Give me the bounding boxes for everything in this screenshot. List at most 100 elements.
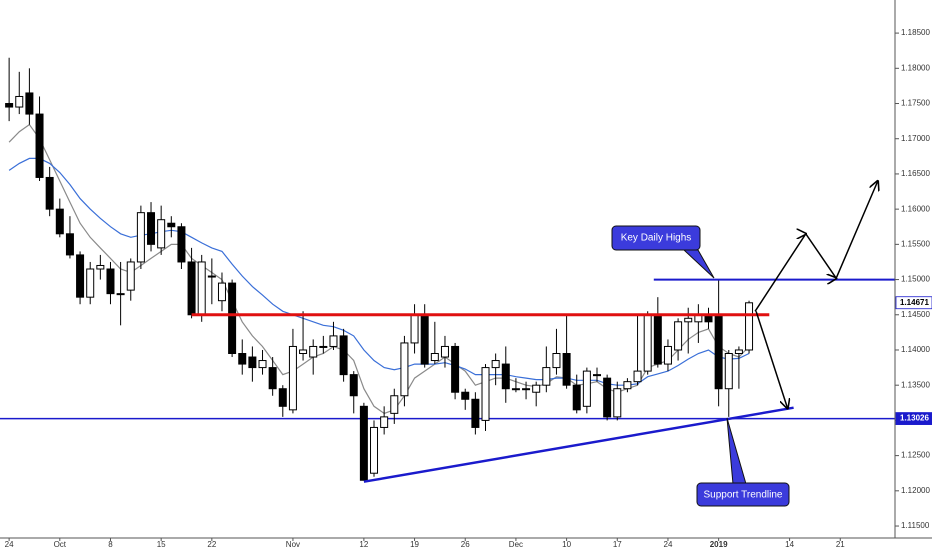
- candle-body: [15, 95, 24, 108]
- candle-body: [572, 384, 581, 411]
- y-tick-label: 1.16000: [901, 204, 930, 213]
- y-tick-label: 1.15500: [901, 239, 930, 248]
- candle-body: [542, 367, 551, 386]
- candle-body: [288, 345, 297, 411]
- candle-body: [177, 226, 186, 263]
- candle-body: [299, 349, 308, 355]
- y-tick-label: 1.15000: [901, 275, 930, 284]
- candle-body: [238, 353, 247, 365]
- y-tick-label: 1.16500: [901, 169, 930, 178]
- candle-body: [663, 345, 672, 365]
- x-tick-label: 17: [613, 540, 622, 549]
- candle-body: [623, 381, 632, 390]
- drawing: [754, 181, 878, 312]
- y-tick-label: 1.18500: [901, 28, 930, 37]
- candle-body: [684, 317, 693, 323]
- x-tick-label: 19: [410, 540, 419, 549]
- candle-body: [511, 388, 520, 391]
- candle-body: [349, 374, 358, 397]
- y-tick-label: 1.18000: [901, 63, 930, 72]
- callout-box: [611, 225, 701, 251]
- candle-body: [522, 388, 531, 391]
- candle-body: [65, 233, 74, 256]
- candle-body: [5, 103, 14, 108]
- callout-pointer: [682, 249, 715, 279]
- candle-body: [461, 391, 470, 400]
- candle-body: [390, 395, 399, 414]
- candle-body: [258, 360, 267, 369]
- plot-area: [0, 57, 895, 483]
- candle-body: [633, 370, 642, 383]
- x-tick-label: 26: [461, 540, 470, 549]
- candle-body: [552, 353, 561, 369]
- x-tick-label: Dec: [509, 540, 523, 549]
- candle-body: [380, 416, 389, 428]
- y-tick-label: 1.17500: [901, 99, 930, 108]
- price-tag: [895, 296, 932, 310]
- candle-body: [25, 92, 34, 115]
- candle-body: [400, 342, 409, 397]
- candle-body: [207, 275, 216, 278]
- candle-body: [268, 367, 277, 390]
- candle-body: [420, 314, 429, 365]
- drawing: [363, 406, 794, 483]
- callout-text: Key Daily Highs: [621, 233, 692, 244]
- candle-body: [329, 335, 338, 347]
- candle-body: [35, 113, 44, 178]
- candle-body: [116, 293, 125, 296]
- candle-body: [126, 261, 135, 291]
- candle-body: [745, 302, 754, 351]
- candle-body: [613, 388, 622, 418]
- x-tick-label: Nov: [286, 540, 300, 549]
- candle-body: [167, 222, 176, 228]
- y-tick-label: 1.12000: [901, 486, 930, 495]
- x-tick-label: 8: [108, 540, 113, 549]
- x-tick-label: 24: [5, 540, 14, 549]
- candle-body: [136, 212, 145, 263]
- y-tick-label: 1.14000: [901, 345, 930, 354]
- candle-body: [197, 261, 206, 316]
- x-tick-label: 2019: [710, 540, 728, 549]
- candle-body: [157, 219, 166, 249]
- x-tick-label: 24: [664, 540, 673, 549]
- callout: Key Daily Highs: [611, 225, 715, 279]
- candle-body: [319, 345, 328, 348]
- x-tick-label: 15: [157, 540, 166, 549]
- candle-body: [147, 212, 156, 245]
- candle-body: [593, 374, 602, 377]
- x-tick-label: 10: [562, 540, 571, 549]
- y-tick-label: 1.12500: [901, 451, 930, 460]
- candle-body: [410, 314, 419, 344]
- candle-body: [451, 345, 460, 393]
- candle-body: [370, 426, 379, 474]
- candle-body: [603, 377, 612, 418]
- x-tick-label: 22: [207, 540, 216, 549]
- candle-body: [217, 282, 226, 302]
- candle-body: [45, 176, 54, 210]
- callout-pointer: [726, 417, 747, 485]
- candle-body: [501, 363, 510, 390]
- candle-body: [278, 388, 287, 407]
- x-tick-label: 21: [836, 540, 845, 549]
- candle-body: [86, 268, 95, 298]
- x-tick-label: Oct: [54, 540, 67, 549]
- price-tag: [895, 412, 932, 425]
- candle-body: [309, 345, 318, 358]
- candle-body: [471, 398, 480, 428]
- callout-text: Support Trendline: [704, 490, 783, 501]
- candle-body: [674, 321, 683, 351]
- y-tick-label: 1.14500: [901, 310, 930, 319]
- callout-box: [696, 482, 790, 507]
- candle-body: [187, 261, 196, 316]
- candle-body: [248, 356, 257, 369]
- y-tick-label: 1.17000: [901, 134, 930, 143]
- candle-body: [532, 384, 541, 393]
- candle-body: [562, 353, 571, 386]
- candle-body: [440, 345, 449, 358]
- candle-body: [643, 314, 652, 372]
- candle-body: [491, 360, 500, 369]
- candle-body: [714, 314, 723, 390]
- price-tag-label: 1.13026: [900, 414, 929, 423]
